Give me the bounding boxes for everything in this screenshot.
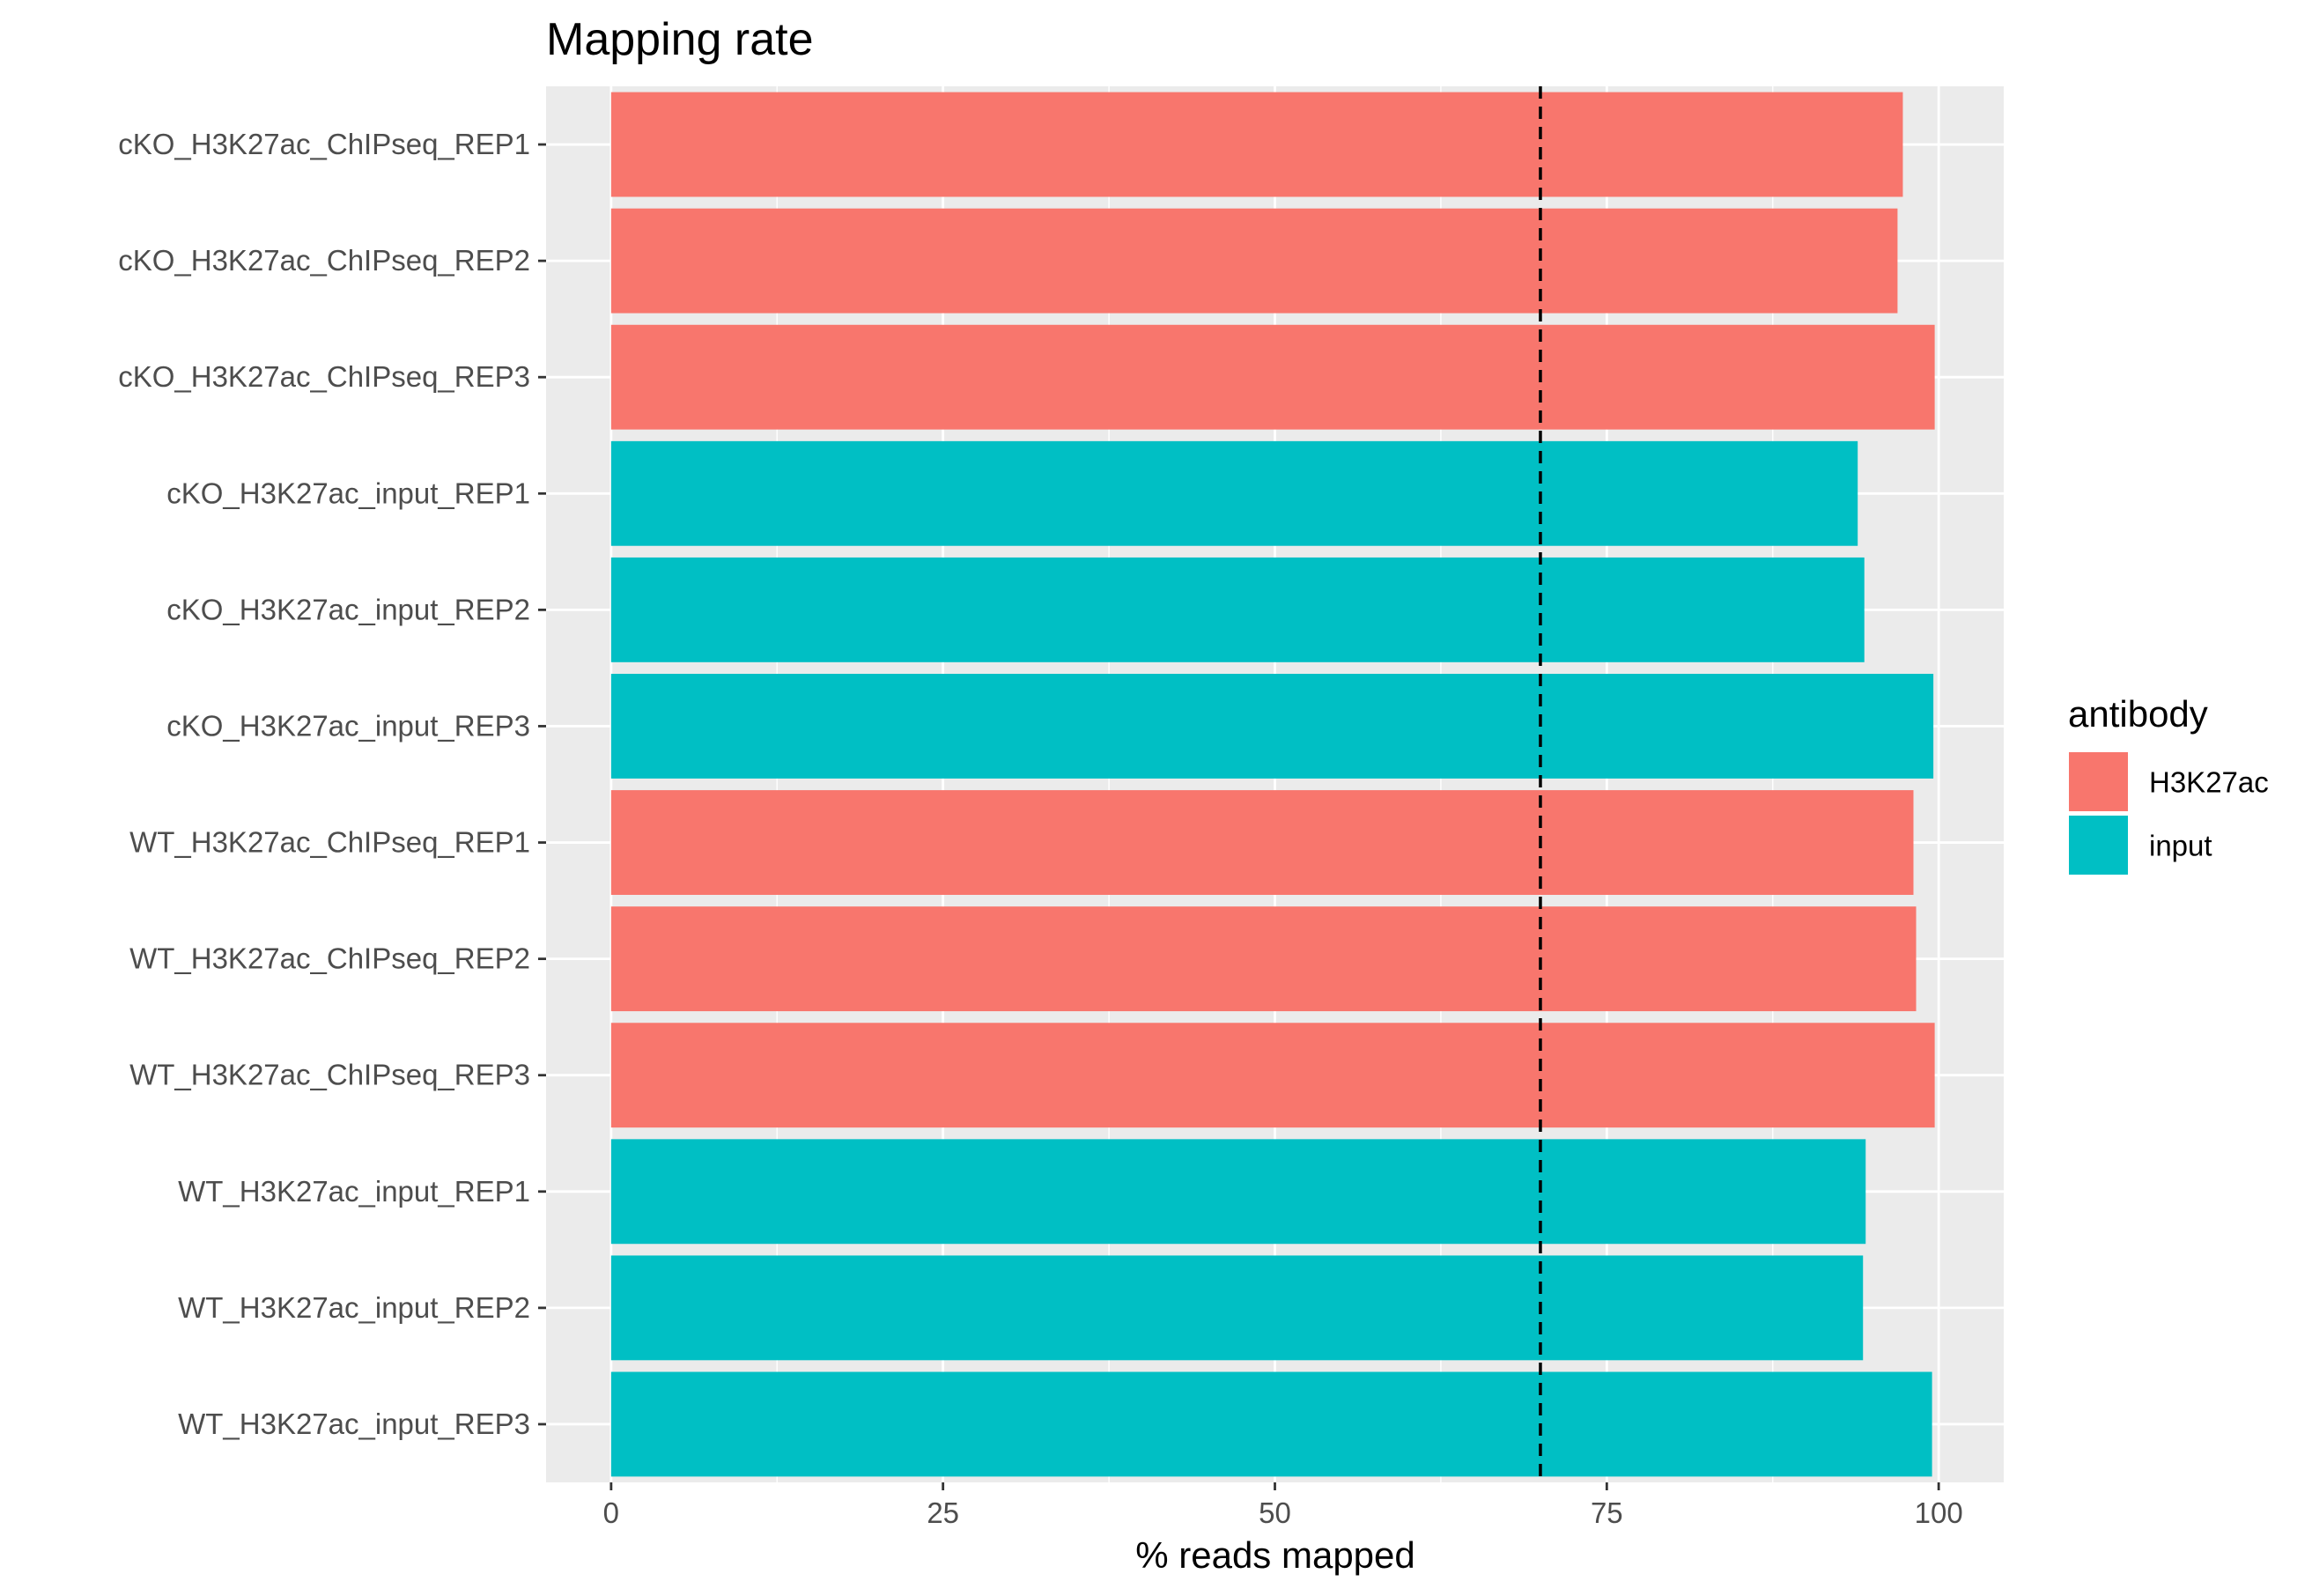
- bar: [610, 324, 1935, 430]
- legend: antibody H3K27ac input: [2067, 693, 2269, 876]
- bar: [610, 557, 1865, 662]
- legend-label: input: [2149, 830, 2212, 862]
- x-tick-label: 100: [1915, 1496, 1963, 1529]
- plot-panel: [546, 86, 2004, 1482]
- category-label: WT_H3K27ac_input_REP1: [178, 1175, 530, 1208]
- bar: [610, 440, 1858, 546]
- chart-title: Mapping rate: [546, 14, 814, 65]
- x-tick-label: 50: [1259, 1496, 1291, 1529]
- x-tick-label: 25: [927, 1496, 959, 1529]
- category-label: cKO_H3K27ac_input_REP3: [166, 709, 530, 742]
- bar: [610, 906, 1917, 1012]
- bar: [610, 92, 1903, 197]
- category-label: WT_H3K27ac_ChIPseq_REP3: [129, 1059, 530, 1091]
- legend-label: H3K27ac: [2149, 766, 2269, 799]
- x-tick-label: 75: [1591, 1496, 1623, 1529]
- y-axis: cKO_H3K27ac_ChIPseq_REP1 cKO_H3K27ac_ChIP…: [118, 128, 546, 1440]
- bar: [610, 674, 1934, 779]
- category-label: WT_H3K27ac_input_REP2: [178, 1291, 530, 1324]
- legend-title: antibody: [2068, 693, 2208, 735]
- x-axis-title: % reads mapped: [1135, 1534, 1415, 1576]
- category-label: cKO_H3K27ac_ChIPseq_REP3: [118, 360, 530, 393]
- category-label: WT_H3K27ac_input_REP3: [178, 1408, 530, 1440]
- category-label: cKO_H3K27ac_input_REP2: [166, 593, 530, 625]
- category-label: cKO_H3K27ac_ChIPseq_REP2: [118, 244, 530, 277]
- category-label: WT_H3K27ac_ChIPseq_REP1: [129, 826, 530, 859]
- legend-key: [2067, 750, 2130, 813]
- x-axis: 0 25 50 75 100: [603, 1482, 1963, 1529]
- bar: [610, 1255, 1864, 1361]
- category-label: WT_H3K27ac_ChIPseq_REP2: [129, 942, 530, 975]
- bar: [610, 208, 1898, 314]
- x-tick-label: 0: [603, 1496, 619, 1529]
- legend-key: [2067, 814, 2130, 876]
- bar: [610, 1023, 1935, 1128]
- bar: [610, 1371, 1932, 1477]
- category-label: cKO_H3K27ac_input_REP1: [166, 477, 530, 509]
- category-label: cKO_H3K27ac_ChIPseq_REP1: [118, 128, 530, 160]
- bar: [610, 790, 1914, 895]
- bar: [610, 1139, 1866, 1245]
